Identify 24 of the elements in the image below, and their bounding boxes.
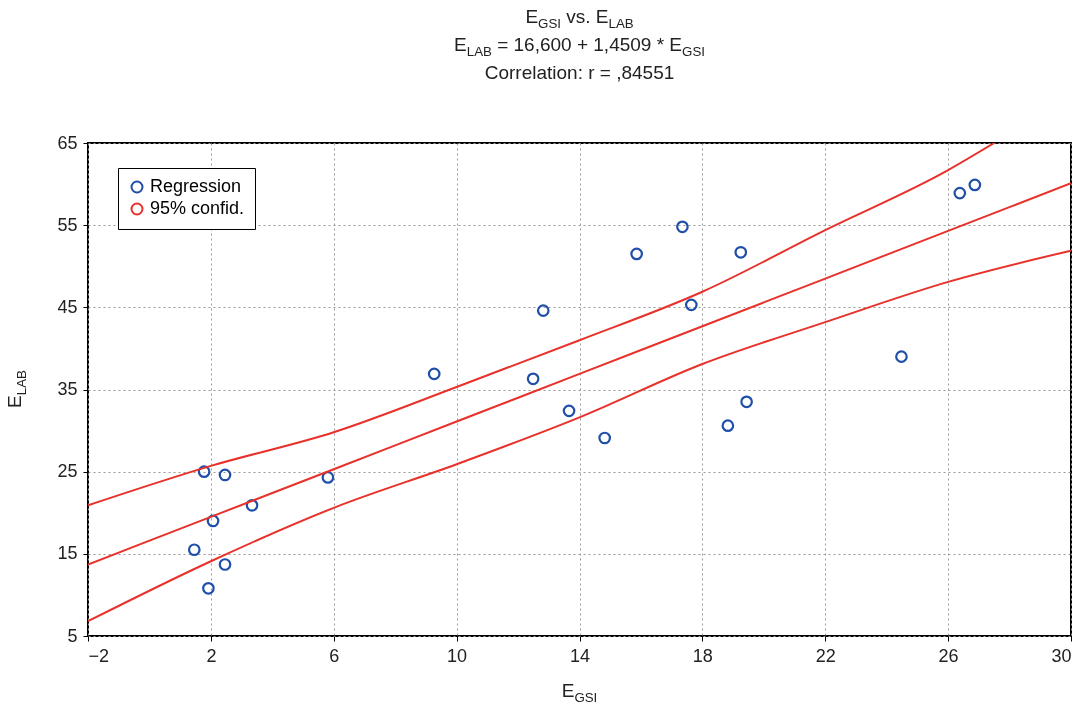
y-tick-label: 65: [57, 132, 78, 153]
y-tick-label: 25: [57, 461, 78, 482]
y-tick-label: 5: [67, 625, 78, 646]
line-series: [88, 249, 1071, 623]
y-tick-label: 45: [57, 296, 78, 317]
x-tick-label: 2: [206, 645, 217, 666]
x-tick-label: −2: [88, 645, 110, 666]
y-tick-label: 15: [57, 543, 78, 564]
x-tick-label: 22: [815, 645, 836, 666]
x-tick-label: 6: [329, 645, 340, 666]
x-tick-label: 18: [692, 645, 713, 666]
chart-subtitle: E$_{LAB}$ = 16,600 + 1,4509 * E$_{GSI}$: [453, 34, 706, 59]
y-tick-label: 35: [57, 379, 78, 399]
x-tick-label: 10: [447, 645, 468, 666]
x-tick-label: 14: [569, 645, 591, 666]
legend-label: Regression: [150, 176, 242, 196]
line-series: [88, 143, 996, 507]
text: Correlation: r = ,84551: [483, 62, 676, 84]
legend-label: 95% confid.: [150, 198, 245, 218]
chart-title: E$_{GSI}$ vs. E$_{LAB}$: [524, 6, 635, 31]
x-axis-title: E$_{GSI}$: [560, 680, 599, 705]
x-tick-label: 26: [938, 645, 959, 666]
y-tick-label: 55: [57, 214, 78, 235]
x-tick-label: 30: [1051, 645, 1072, 666]
